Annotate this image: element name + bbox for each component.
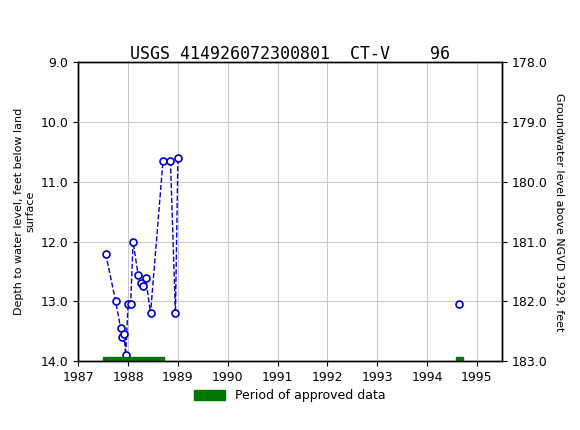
Legend: Period of approved data: Period of approved data	[189, 384, 391, 407]
Bar	[103, 357, 164, 366]
Text: ≡: ≡	[3, 8, 28, 37]
Text: USGS 414926072300801  CT-V    96: USGS 414926072300801 CT-V 96	[130, 45, 450, 63]
Bar	[456, 357, 463, 366]
Text: USGS: USGS	[32, 12, 96, 33]
Y-axis label: Groundwater level above NGVD 1929, feet: Groundwater level above NGVD 1929, feet	[554, 92, 564, 331]
Y-axis label: Depth to water level, feet below land
surface: Depth to water level, feet below land su…	[13, 108, 35, 315]
